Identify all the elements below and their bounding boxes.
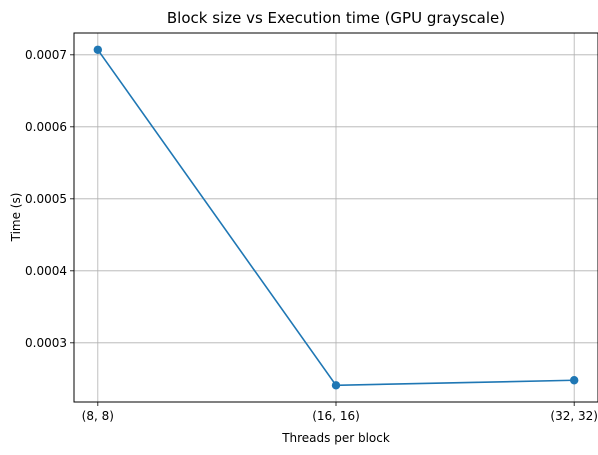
- series-layer: [93, 45, 579, 390]
- tick-layer: (8, 8) (16, 16) (32, 32) 0.0003 0.0004 0.0005…: [25, 48, 598, 423]
- plot-area: (8, 8) (16, 16) (32, 32) 0.0003 0.0004 0.0005…: [25, 32, 598, 423]
- chart-title: Block size vs Execution time (GPU graysc…: [167, 9, 505, 27]
- y-tick-label: 0.0006: [25, 120, 67, 134]
- y-axis-label: Time (s): [9, 193, 23, 243]
- data-point: [569, 376, 579, 385]
- data-point: [331, 381, 341, 390]
- x-tick-label: (16, 16): [312, 409, 360, 423]
- grid: [74, 33, 598, 402]
- x-tick-label: (8, 8): [82, 409, 114, 423]
- x-tick-label: (32, 32): [550, 409, 598, 423]
- y-tick-label: 0.0007: [25, 48, 67, 62]
- y-tick-label: 0.0005: [25, 192, 67, 206]
- y-tick-label: 0.0004: [25, 264, 67, 278]
- x-axis-label: Threads per block: [281, 431, 390, 445]
- y-tick-label: 0.0003: [25, 336, 67, 350]
- data-point: [93, 45, 103, 54]
